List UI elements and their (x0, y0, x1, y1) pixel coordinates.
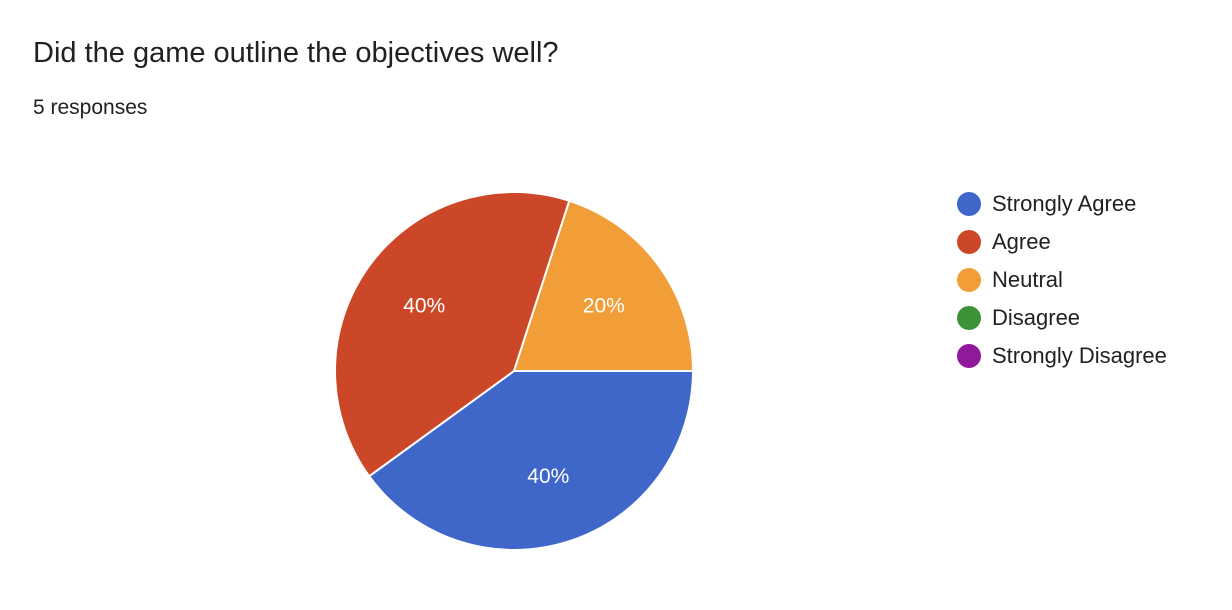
slice-label-neutral: 20% (583, 294, 625, 317)
slice-label-agree: 40% (403, 294, 445, 317)
chart-legend: Strongly Agree Agree Neutral Disagree Strong… (957, 185, 1167, 375)
pie-slice-agree[interactable] (334, 191, 571, 478)
legend-label: Strongly Disagree (992, 343, 1167, 368)
slice-label-strongly-agree: 40% (527, 465, 569, 488)
pie-chart: 40% 40% 20% (334, 191, 694, 551)
legend-label: Neutral (992, 267, 1063, 292)
pie-slice-strongly-agree[interactable] (368, 370, 694, 551)
legend-swatch-icon (957, 192, 981, 216)
question-title: Did the game outline the objectives well… (33, 37, 559, 69)
response-count: 5 responses (33, 96, 148, 119)
legend-item-agree[interactable]: Agree (957, 223, 1167, 261)
legend-item-disagree[interactable]: Disagree (957, 299, 1167, 337)
legend-swatch-icon (957, 268, 981, 292)
pie-slice-neutral[interactable] (513, 199, 694, 372)
legend-swatch-icon (957, 344, 981, 368)
legend-label: Agree (992, 229, 1051, 254)
legend-label: Disagree (992, 305, 1081, 330)
legend-label: Strongly Agree (992, 191, 1137, 216)
legend-swatch-icon (957, 306, 981, 330)
legend-item-neutral[interactable]: Neutral (957, 261, 1167, 299)
legend-item-strongly-agree[interactable]: Strongly Agree (957, 185, 1167, 223)
legend-item-strongly-disagree[interactable]: Strongly Disagree (957, 337, 1167, 375)
legend-swatch-icon (957, 230, 981, 254)
